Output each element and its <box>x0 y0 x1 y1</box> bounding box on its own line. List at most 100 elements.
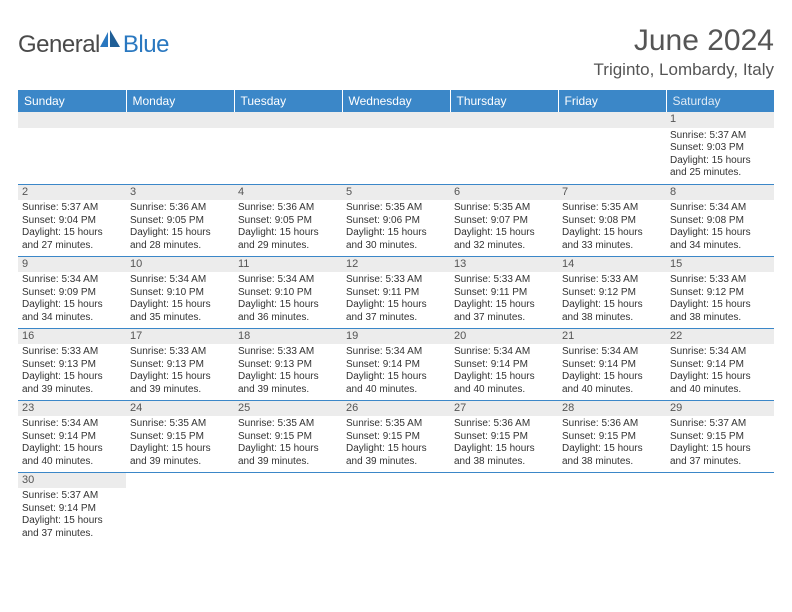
day-cell: 18Sunrise: 5:33 AMSunset: 9:13 PMDayligh… <box>234 328 342 400</box>
day-info: Sunrise: 5:33 AMSunset: 9:12 PMDaylight:… <box>666 272 774 327</box>
day-number: 13 <box>450 257 558 273</box>
sunrise-line: Sunrise: 5:34 AM <box>22 418 122 431</box>
sunrise-line: Sunrise: 5:37 AM <box>22 202 122 215</box>
daylight-line: Daylight: 15 hours and 37 minutes. <box>670 443 770 468</box>
calendar-row: 30Sunrise: 5:37 AMSunset: 9:14 PMDayligh… <box>18 472 774 544</box>
daylight-line: Daylight: 15 hours and 38 minutes. <box>454 443 554 468</box>
daylight-line: Daylight: 15 hours and 36 minutes. <box>238 299 338 324</box>
daylight-line: Daylight: 15 hours and 25 minutes. <box>670 155 770 180</box>
daylight-line: Daylight: 15 hours and 40 minutes. <box>22 443 122 468</box>
calendar-row: 9Sunrise: 5:34 AMSunset: 9:09 PMDaylight… <box>18 256 774 328</box>
sunrise-line: Sunrise: 5:36 AM <box>238 202 338 215</box>
day-cell: 10Sunrise: 5:34 AMSunset: 9:10 PMDayligh… <box>126 256 234 328</box>
logo-text-blue: Blue <box>123 31 169 59</box>
weekday-sunday: Sunday <box>18 90 126 112</box>
empty-cell <box>558 472 666 544</box>
sunset-line: Sunset: 9:15 PM <box>130 431 230 444</box>
daylight-line: Daylight: 15 hours and 33 minutes. <box>562 227 662 252</box>
daylight-line: Daylight: 15 hours and 30 minutes. <box>346 227 446 252</box>
day-cell: 20Sunrise: 5:34 AMSunset: 9:14 PMDayligh… <box>450 328 558 400</box>
sunset-line: Sunset: 9:13 PM <box>130 359 230 372</box>
location: Triginto, Lombardy, Italy <box>594 60 774 80</box>
day-cell: 9Sunrise: 5:34 AMSunset: 9:09 PMDaylight… <box>18 256 126 328</box>
day-number: 27 <box>450 401 558 417</box>
day-info: Sunrise: 5:34 AMSunset: 9:10 PMDaylight:… <box>126 272 234 327</box>
sunset-line: Sunset: 9:14 PM <box>454 359 554 372</box>
daylight-line: Daylight: 15 hours and 29 minutes. <box>238 227 338 252</box>
day-info: Sunrise: 5:33 AMSunset: 9:13 PMDaylight:… <box>126 344 234 399</box>
empty-cell <box>450 112 558 184</box>
day-number: 29 <box>666 401 774 417</box>
day-info: Sunrise: 5:34 AMSunset: 9:09 PMDaylight:… <box>18 272 126 327</box>
calendar-table: SundayMondayTuesdayWednesdayThursdayFrid… <box>18 90 774 544</box>
sunset-line: Sunset: 9:07 PM <box>454 215 554 228</box>
empty-daynum-bar <box>18 112 126 128</box>
daylight-line: Daylight: 15 hours and 38 minutes. <box>562 299 662 324</box>
daylight-line: Daylight: 15 hours and 34 minutes. <box>22 299 122 324</box>
day-number: 14 <box>558 257 666 273</box>
day-number: 10 <box>126 257 234 273</box>
empty-cell <box>666 472 774 544</box>
logo: General Blue <box>18 30 169 59</box>
weekday-monday: Monday <box>126 90 234 112</box>
sunset-line: Sunset: 9:15 PM <box>562 431 662 444</box>
sunrise-line: Sunrise: 5:35 AM <box>346 418 446 431</box>
sunset-line: Sunset: 9:10 PM <box>130 287 230 300</box>
day-number: 8 <box>666 185 774 201</box>
day-number: 6 <box>450 185 558 201</box>
sunset-line: Sunset: 9:13 PM <box>238 359 338 372</box>
daylight-line: Daylight: 15 hours and 39 minutes. <box>346 443 446 468</box>
day-number: 1 <box>666 112 774 128</box>
day-cell: 14Sunrise: 5:33 AMSunset: 9:12 PMDayligh… <box>558 256 666 328</box>
calendar-row: 1Sunrise: 5:37 AMSunset: 9:03 PMDaylight… <box>18 112 774 184</box>
empty-daynum-bar <box>342 112 450 128</box>
daylight-line: Daylight: 15 hours and 38 minutes. <box>670 299 770 324</box>
daylight-line: Daylight: 15 hours and 39 minutes. <box>130 443 230 468</box>
daylight-line: Daylight: 15 hours and 40 minutes. <box>346 371 446 396</box>
sunrise-line: Sunrise: 5:33 AM <box>454 274 554 287</box>
sunset-line: Sunset: 9:04 PM <box>22 215 122 228</box>
day-info: Sunrise: 5:33 AMSunset: 9:11 PMDaylight:… <box>342 272 450 327</box>
sunrise-line: Sunrise: 5:34 AM <box>670 346 770 359</box>
empty-cell <box>342 112 450 184</box>
day-cell: 27Sunrise: 5:36 AMSunset: 9:15 PMDayligh… <box>450 400 558 472</box>
empty-daynum-bar <box>234 112 342 128</box>
sunrise-line: Sunrise: 5:35 AM <box>130 418 230 431</box>
day-cell: 2Sunrise: 5:37 AMSunset: 9:04 PMDaylight… <box>18 184 126 256</box>
day-number: 17 <box>126 329 234 345</box>
sunset-line: Sunset: 9:08 PM <box>670 215 770 228</box>
daylight-line: Daylight: 15 hours and 37 minutes. <box>22 515 122 540</box>
sunset-line: Sunset: 9:10 PM <box>238 287 338 300</box>
day-number: 5 <box>342 185 450 201</box>
daylight-line: Daylight: 15 hours and 39 minutes. <box>238 443 338 468</box>
sunset-line: Sunset: 9:15 PM <box>670 431 770 444</box>
day-info: Sunrise: 5:34 AMSunset: 9:08 PMDaylight:… <box>666 200 774 255</box>
sunset-line: Sunset: 9:05 PM <box>238 215 338 228</box>
day-cell: 25Sunrise: 5:35 AMSunset: 9:15 PMDayligh… <box>234 400 342 472</box>
sunrise-line: Sunrise: 5:33 AM <box>130 346 230 359</box>
sunrise-line: Sunrise: 5:34 AM <box>562 346 662 359</box>
calendar-body: 1Sunrise: 5:37 AMSunset: 9:03 PMDaylight… <box>18 112 774 544</box>
day-cell: 28Sunrise: 5:36 AMSunset: 9:15 PMDayligh… <box>558 400 666 472</box>
day-info: Sunrise: 5:36 AMSunset: 9:05 PMDaylight:… <box>234 200 342 255</box>
day-info: Sunrise: 5:35 AMSunset: 9:15 PMDaylight:… <box>342 416 450 471</box>
calendar-row: 2Sunrise: 5:37 AMSunset: 9:04 PMDaylight… <box>18 184 774 256</box>
logo-text-general: General <box>18 31 100 59</box>
empty-cell <box>126 472 234 544</box>
sunrise-line: Sunrise: 5:34 AM <box>346 346 446 359</box>
calendar-row: 16Sunrise: 5:33 AMSunset: 9:13 PMDayligh… <box>18 328 774 400</box>
sunset-line: Sunset: 9:12 PM <box>562 287 662 300</box>
day-cell: 26Sunrise: 5:35 AMSunset: 9:15 PMDayligh… <box>342 400 450 472</box>
day-number: 18 <box>234 329 342 345</box>
calendar-row: 23Sunrise: 5:34 AMSunset: 9:14 PMDayligh… <box>18 400 774 472</box>
sail-icon <box>99 30 121 53</box>
day-cell: 22Sunrise: 5:34 AMSunset: 9:14 PMDayligh… <box>666 328 774 400</box>
day-number: 26 <box>342 401 450 417</box>
weekday-friday: Friday <box>558 90 666 112</box>
day-number: 7 <box>558 185 666 201</box>
day-info: Sunrise: 5:36 AMSunset: 9:15 PMDaylight:… <box>558 416 666 471</box>
sunset-line: Sunset: 9:11 PM <box>346 287 446 300</box>
weekday-saturday: Saturday <box>666 90 774 112</box>
day-info: Sunrise: 5:37 AMSunset: 9:03 PMDaylight:… <box>666 128 774 183</box>
daylight-line: Daylight: 15 hours and 39 minutes. <box>130 371 230 396</box>
